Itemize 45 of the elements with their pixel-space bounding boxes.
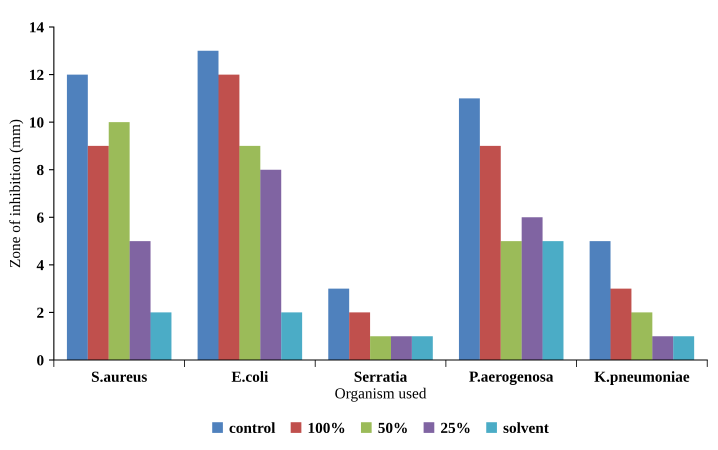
x-tick-label: E.coli <box>232 371 268 382</box>
x-tick-label: P.aerogenosa <box>469 372 554 385</box>
bar <box>652 336 674 360</box>
y-tick-label: 8 <box>36 164 44 176</box>
legend-label: solvent <box>504 422 549 434</box>
y-tick-label: 0 <box>37 355 44 366</box>
bar <box>590 241 611 360</box>
x-tick-label: K.pneumoniae <box>594 371 690 385</box>
bar <box>500 241 522 360</box>
y-tick-label: 14 <box>30 22 44 32</box>
bar <box>130 241 151 360</box>
x-axis-title: Organism used <box>335 388 426 402</box>
x-tick-label: S.aureus <box>92 372 147 382</box>
bar <box>260 170 282 360</box>
bar <box>542 241 564 360</box>
bar <box>610 288 632 360</box>
bar <box>370 336 391 360</box>
y-tick-label: 2 <box>37 308 44 318</box>
bar <box>349 312 370 360</box>
y-tick-label: 10 <box>30 117 44 128</box>
bar <box>412 336 433 360</box>
bar <box>218 74 240 360</box>
bar <box>66 74 88 360</box>
legend-label: control <box>230 422 276 434</box>
bar <box>390 336 412 360</box>
bar <box>631 312 652 360</box>
legend-label: 25% <box>441 422 470 434</box>
bar <box>458 98 480 360</box>
bar <box>281 312 302 360</box>
bar <box>522 217 543 360</box>
bar <box>108 122 130 360</box>
x-tick-label: Serratia <box>354 371 408 382</box>
bar <box>198 50 218 360</box>
y-tick-label: 12 <box>30 70 44 80</box>
bar <box>88 146 109 360</box>
legend-label: 100% <box>308 422 344 434</box>
y-tick-label: 6 <box>37 212 44 223</box>
bar <box>239 146 260 360</box>
bar <box>150 312 172 360</box>
bar <box>673 336 694 360</box>
y-tick-label: 4 <box>36 260 44 270</box>
bar <box>328 288 350 360</box>
legend-label: 50% <box>378 422 407 434</box>
y-axis-title: Zone of inhibition (mm) <box>9 120 24 268</box>
bar <box>480 146 501 360</box>
